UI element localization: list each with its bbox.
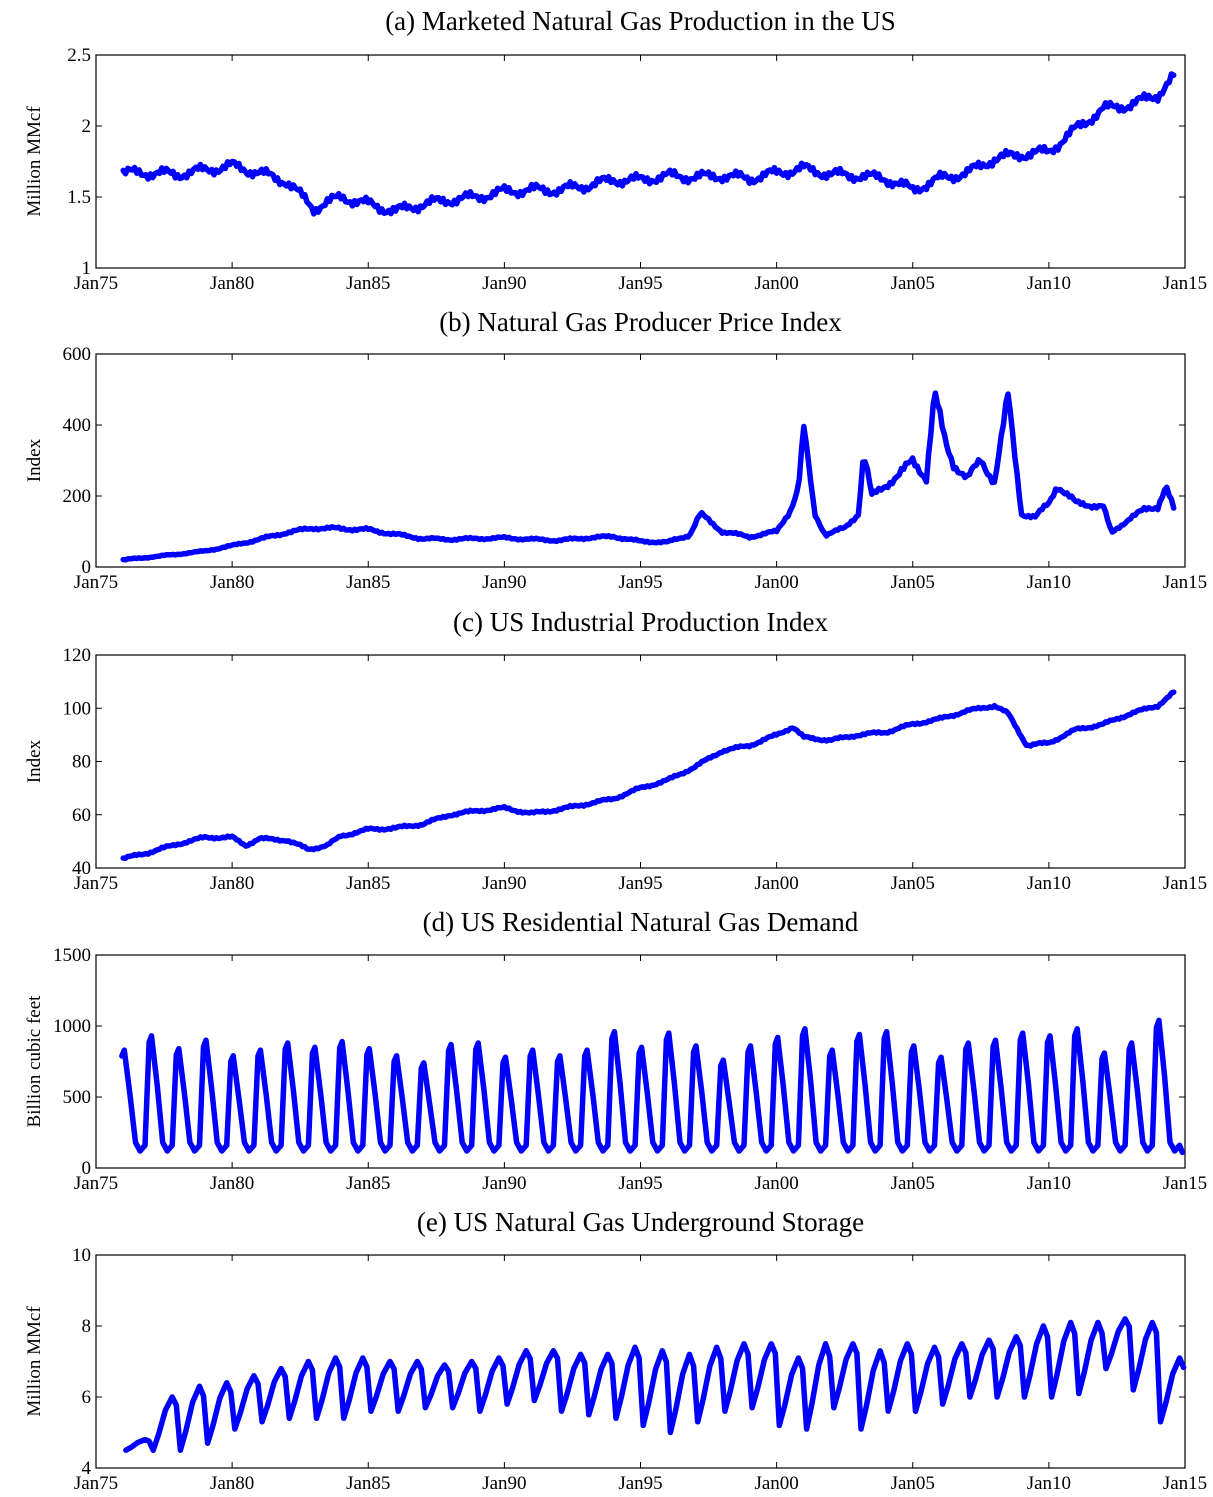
series-line	[120, 71, 1177, 217]
x-tick-label: Jan75	[74, 273, 118, 294]
series-line	[120, 390, 1177, 563]
panel-e: (e) US Natural Gas Underground Storage Mi…	[24, 1207, 1207, 1494]
x-tick-label: Jan75	[74, 873, 118, 894]
panel-title: (e) US Natural Gas Underground Storage	[417, 1207, 864, 1237]
y-axis-label: Index	[24, 739, 45, 783]
x-tick-label: Jan15	[1163, 572, 1207, 593]
axes-frame	[95, 353, 1186, 568]
x-tick-label: Jan15	[1163, 873, 1207, 894]
y-tick-label: 2	[82, 116, 92, 137]
y-tick-label: 40	[72, 858, 91, 879]
y-tick-label: 500	[63, 1087, 92, 1108]
y-tick-label: 4	[82, 1458, 92, 1479]
y-tick-label: 100	[63, 698, 92, 719]
y-tick-label: 0	[82, 557, 92, 578]
y-tick-label: 200	[63, 486, 92, 507]
x-tick-label: Jan90	[482, 572, 526, 593]
y-tick-label: 1.5	[67, 187, 91, 208]
x-tick-label: Jan10	[1027, 273, 1071, 294]
x-tick-label: Jan15	[1163, 1473, 1207, 1494]
x-tick-label: Jan00	[754, 273, 798, 294]
panel-title: (c) US Industrial Production Index	[453, 607, 828, 637]
x-tick-label: Jan05	[891, 873, 935, 894]
x-tick-label: Jan05	[891, 1173, 935, 1194]
panel-b: (b) Natural Gas Producer Price Index Inde…	[24, 307, 1207, 593]
x-tick-label: Jan00	[754, 1473, 798, 1494]
y-axis-label: Million MMcf	[24, 106, 45, 217]
x-tick-label: Jan15	[1163, 273, 1207, 294]
y-axis-label: Million MMcf	[24, 1306, 45, 1417]
x-tick-label: Jan90	[482, 1173, 526, 1194]
x-tick-label: Jan05	[891, 273, 935, 294]
y-tick-label: 120	[63, 645, 92, 666]
x-tick-label: Jan85	[346, 273, 390, 294]
panel-a: (a) Marketed Natural Gas Production in t…	[24, 6, 1207, 294]
x-tick-label: Jan80	[210, 273, 254, 294]
y-tick-label: 600	[63, 344, 92, 365]
y-tick-label: 400	[63, 415, 92, 436]
y-tick-label: 1500	[53, 945, 91, 966]
x-tick-label: Jan75	[74, 572, 118, 593]
y-tick-label: 1	[82, 258, 92, 279]
panel-title: (d) US Residential Natural Gas Demand	[423, 907, 859, 937]
x-tick-label: Jan90	[482, 273, 526, 294]
x-tick-label: Jan05	[891, 1473, 935, 1494]
panel-title: (a) Marketed Natural Gas Production in t…	[385, 6, 896, 36]
x-tick-label: Jan80	[210, 1173, 254, 1194]
x-tick-label: Jan10	[1027, 1473, 1071, 1494]
axes-frame	[95, 54, 1186, 269]
y-tick-label: 2.5	[67, 45, 91, 66]
x-tick-label: Jan80	[210, 572, 254, 593]
y-tick-label: 6	[82, 1387, 92, 1408]
x-tick-label: Jan75	[74, 1173, 118, 1194]
x-tick-label: Jan95	[618, 572, 662, 593]
y-tick-label: 10	[72, 1245, 91, 1266]
x-tick-label: Jan00	[754, 873, 798, 894]
x-tick-label: Jan10	[1027, 572, 1071, 593]
x-tick-label: Jan10	[1027, 1173, 1071, 1194]
series-line	[120, 689, 1177, 862]
x-tick-label: Jan15	[1163, 1173, 1207, 1194]
x-tick-label: Jan00	[754, 572, 798, 593]
x-tick-label: Jan95	[618, 873, 662, 894]
x-tick-label: Jan90	[482, 873, 526, 894]
series-line	[123, 1316, 1187, 1454]
panel-title: (b) Natural Gas Producer Price Index	[439, 307, 842, 337]
panel-c: (c) US Industrial Production Index Index J…	[24, 607, 1207, 894]
y-tick-label: 80	[72, 752, 91, 773]
x-tick-label: Jan75	[74, 1473, 118, 1494]
x-tick-label: Jan80	[210, 1473, 254, 1494]
x-tick-label: Jan85	[346, 572, 390, 593]
x-tick-label: Jan00	[754, 1173, 798, 1194]
x-tick-label: Jan85	[346, 1173, 390, 1194]
x-tick-label: Jan80	[210, 873, 254, 894]
x-tick-label: Jan90	[482, 1473, 526, 1494]
y-tick-label: 1000	[53, 1016, 91, 1037]
y-tick-label: 60	[72, 805, 91, 826]
y-axis-label: Billion cubic feet	[24, 995, 45, 1128]
y-axis-label: Index	[24, 438, 45, 482]
y-tick-label: 0	[82, 1158, 92, 1179]
y-tick-label: 8	[82, 1316, 92, 1337]
x-tick-label: Jan95	[618, 1473, 662, 1494]
x-tick-label: Jan95	[618, 273, 662, 294]
series-line	[119, 1017, 1186, 1156]
x-tick-label: Jan95	[618, 1173, 662, 1194]
x-tick-label: Jan05	[891, 572, 935, 593]
x-tick-label: Jan85	[346, 873, 390, 894]
x-tick-label: Jan10	[1027, 873, 1071, 894]
panel-d: (d) US Residential Natural Gas Demand Bil…	[24, 907, 1207, 1194]
x-tick-label: Jan85	[346, 1473, 390, 1494]
